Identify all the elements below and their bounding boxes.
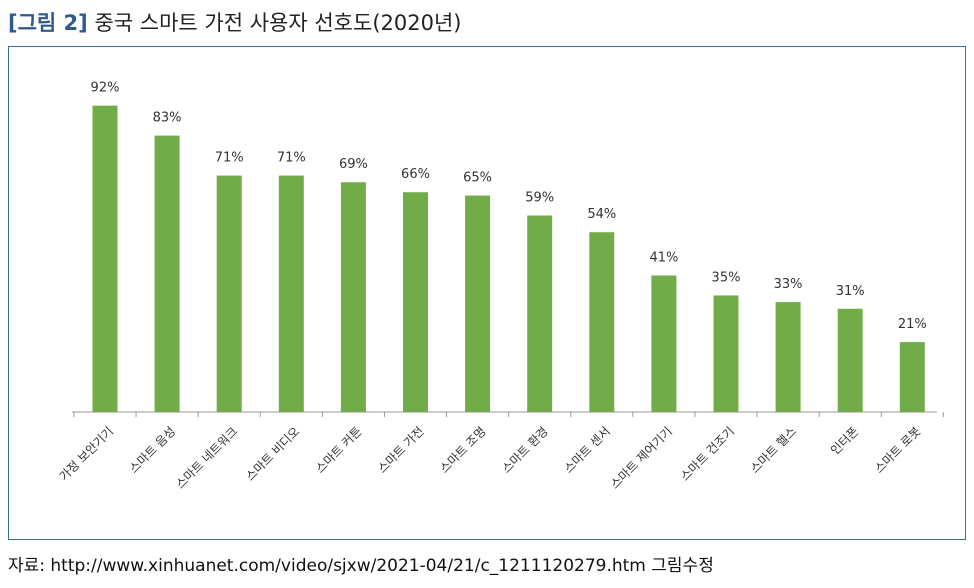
data-label: 71% xyxy=(215,151,244,166)
bar-chart: 92% 가정 보안기기 83% 스마트 음성 71% 스마트 네트워크 71% 스마트 비디오… xyxy=(57,81,944,491)
data-label: 66% xyxy=(401,167,430,182)
category-label: 스마트 음성 xyxy=(127,424,179,476)
category-label: 스마트 환경 xyxy=(499,424,551,476)
data-label: 59% xyxy=(525,191,554,206)
bar xyxy=(154,135,180,413)
bar xyxy=(589,232,615,412)
bar xyxy=(775,302,801,412)
figure-title: [그림 2] 중국 스마트 가전 사용자 선호도(2020년) xyxy=(8,6,461,40)
figure-title-text: 중국 스마트 가전 사용자 선호도(2020년) xyxy=(94,11,462,35)
bar xyxy=(403,192,428,412)
bar xyxy=(651,275,677,412)
bar xyxy=(278,175,304,412)
category-label: 가정 보안기기 xyxy=(57,424,116,483)
data-label: 65% xyxy=(463,171,492,186)
data-label: 69% xyxy=(339,157,368,172)
data-label: 33% xyxy=(774,277,803,292)
bar xyxy=(713,295,739,412)
data-label: 54% xyxy=(587,207,616,222)
category-label: 스마트 비디오 xyxy=(243,424,302,483)
bar xyxy=(527,215,553,412)
category-label: 스마트 조명 xyxy=(437,424,489,476)
data-label: 41% xyxy=(649,250,678,265)
data-label: 21% xyxy=(898,317,927,332)
bar xyxy=(465,195,491,412)
bar xyxy=(837,308,863,412)
data-label: 83% xyxy=(153,111,182,126)
bar xyxy=(216,175,242,412)
figure-tag: [그림 2] xyxy=(8,11,88,35)
bar xyxy=(899,342,925,412)
data-label: 71% xyxy=(277,151,306,166)
data-label: 92% xyxy=(91,81,120,96)
category-label: 인터폰 xyxy=(828,424,861,457)
category-label: 스마트 센서 xyxy=(561,424,613,476)
category-label: 스마트 가전 xyxy=(375,424,427,476)
chart-frame: 92% 가정 보안기기 83% 스마트 음성 71% 스마트 네트워크 71% 스마트 비디오… xyxy=(8,46,966,540)
category-label: 스마트 제어기기 xyxy=(608,424,675,491)
category-label: 스마트 네트워크 xyxy=(173,424,240,491)
source-note: 자료: http://www.xinhuanet.com/video/sjxw/… xyxy=(8,556,714,576)
category-label: 스마트 건조기 xyxy=(678,424,737,483)
bar xyxy=(340,182,366,412)
bar xyxy=(92,105,118,412)
category-label: 스마트 커튼 xyxy=(313,424,365,476)
category-label: 스마트 로봇 xyxy=(872,424,924,476)
data-label: 31% xyxy=(836,284,865,299)
data-label: 35% xyxy=(712,270,741,285)
category-label: 스마트 헬스 xyxy=(748,424,800,476)
